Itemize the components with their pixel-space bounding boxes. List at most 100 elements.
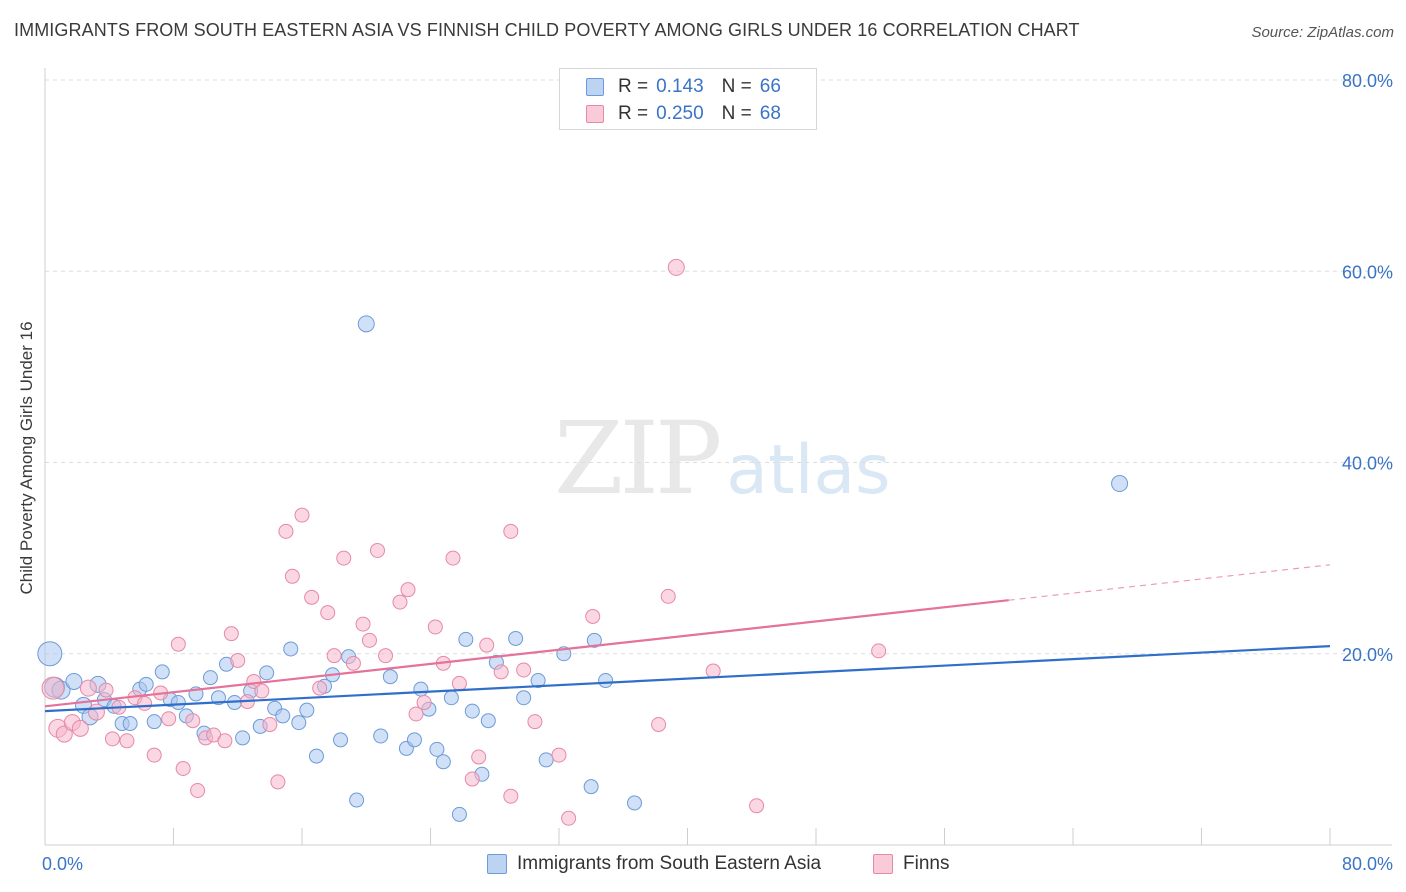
point-finns bbox=[79, 679, 97, 697]
point-finns bbox=[190, 782, 206, 798]
point-finns bbox=[137, 695, 153, 711]
point-finns bbox=[503, 788, 519, 804]
point-immigrants bbox=[583, 779, 599, 795]
point-immigrants bbox=[458, 631, 474, 647]
point-finns bbox=[345, 655, 361, 671]
point-finns bbox=[312, 680, 328, 696]
point-immigrants bbox=[154, 664, 170, 680]
point-finns bbox=[451, 675, 467, 691]
point-immigrants bbox=[429, 741, 445, 757]
point-immigrants bbox=[275, 708, 291, 724]
point-immigrants bbox=[598, 673, 614, 689]
point-finns bbox=[471, 749, 487, 765]
legend-n-value: 68 bbox=[759, 103, 781, 124]
point-immigrants bbox=[37, 641, 63, 667]
point-finns bbox=[479, 637, 495, 653]
legend-swatch-pink bbox=[586, 105, 604, 123]
legend-row-finns: R = 0.250 N = 68 bbox=[586, 101, 781, 127]
point-immigrants bbox=[235, 730, 251, 746]
tick-labels: 20.0% 40.0% 60.0% 80.0% 0.0% 80.0% bbox=[42, 71, 1393, 874]
trend-line-finns bbox=[44, 599, 1009, 708]
point-finns bbox=[161, 711, 177, 727]
point-finns bbox=[503, 523, 519, 539]
point-finns bbox=[146, 747, 162, 763]
bottom-legend-finns: Finns bbox=[873, 852, 949, 876]
y-tick-label: 20.0% bbox=[1342, 645, 1393, 665]
trend-line-immigrants bbox=[44, 645, 1331, 713]
point-finns bbox=[561, 810, 577, 826]
point-immigrants bbox=[333, 732, 349, 748]
point-finns bbox=[294, 507, 310, 523]
legend-r-value: 0.143 bbox=[656, 76, 704, 97]
point-immigrants bbox=[464, 703, 480, 719]
point-immigrants bbox=[382, 669, 398, 685]
point-immigrants bbox=[170, 695, 186, 711]
point-finns bbox=[336, 550, 352, 566]
legend-r-label: R = bbox=[618, 76, 649, 97]
point-finns bbox=[254, 683, 270, 699]
point-finns bbox=[284, 568, 300, 584]
bottom-legend-swatch-blue bbox=[487, 854, 507, 874]
point-finns bbox=[217, 733, 233, 749]
legend-row-immigrants: R = 0.143 N = 66 bbox=[586, 74, 781, 100]
bottom-legend-label-finns: Finns bbox=[903, 853, 950, 874]
point-finns bbox=[369, 542, 385, 558]
grid-lines bbox=[45, 79, 1392, 655]
point-immigrants bbox=[538, 752, 554, 768]
point-finns bbox=[551, 747, 567, 763]
point-immigrants bbox=[202, 670, 218, 686]
point-finns bbox=[392, 594, 408, 610]
point-finns bbox=[262, 717, 278, 733]
point-immigrants bbox=[508, 630, 524, 646]
point-immigrants bbox=[283, 641, 299, 657]
point-finns bbox=[270, 774, 286, 790]
point-immigrants bbox=[435, 754, 451, 770]
point-finns bbox=[278, 523, 294, 539]
point-finns bbox=[185, 713, 201, 729]
legend-r-value: 0.250 bbox=[656, 103, 704, 124]
point-immigrants bbox=[406, 732, 422, 748]
trend-lines bbox=[44, 564, 1331, 713]
point-immigrants bbox=[259, 665, 275, 681]
source-credit: Source: ZipAtlas.com bbox=[1251, 24, 1394, 41]
point-finns bbox=[749, 798, 765, 814]
bottom-legend-immigrants: Immigrants from South Eastern Asia bbox=[487, 852, 821, 876]
point-immigrants bbox=[480, 713, 496, 729]
point-finns bbox=[585, 608, 601, 624]
point-immigrants bbox=[451, 806, 467, 822]
axes bbox=[44, 68, 1392, 846]
legend-r-label: R = bbox=[618, 103, 649, 124]
point-finns bbox=[230, 652, 246, 668]
bottom-legend-swatch-pink bbox=[873, 854, 893, 874]
point-finns bbox=[400, 582, 416, 598]
point-finns bbox=[871, 643, 887, 659]
point-immigrants bbox=[146, 714, 162, 730]
bottom-legend-label-immigrants: Immigrants from South Eastern Asia bbox=[517, 853, 822, 874]
point-finns bbox=[87, 703, 105, 721]
legend-swatch-blue bbox=[586, 78, 604, 96]
point-immigrants bbox=[65, 672, 83, 690]
point-finns bbox=[320, 605, 336, 621]
point-finns bbox=[326, 648, 342, 664]
trend-line-finns-extension bbox=[1008, 564, 1331, 601]
y-tick-label: 80.0% bbox=[1342, 71, 1393, 91]
point-finns bbox=[119, 733, 135, 749]
watermark-atlas: atlas bbox=[726, 431, 891, 510]
point-immigrants bbox=[357, 315, 375, 333]
point-immigrants bbox=[443, 690, 459, 706]
point-finns bbox=[170, 636, 186, 652]
series-finns-points bbox=[41, 258, 887, 826]
point-finns bbox=[705, 663, 721, 679]
point-immigrants bbox=[530, 673, 546, 689]
point-finns bbox=[427, 619, 443, 635]
point-immigrants bbox=[122, 716, 138, 732]
legend-n-value: 66 bbox=[759, 76, 781, 97]
chart-title: IMMIGRANTS FROM SOUTH EASTERN ASIA VS FI… bbox=[14, 20, 1080, 40]
point-finns bbox=[378, 648, 394, 664]
point-immigrants bbox=[299, 702, 315, 718]
point-immigrants bbox=[373, 728, 389, 744]
point-finns bbox=[416, 695, 432, 711]
point-immigrants bbox=[626, 795, 642, 811]
point-immigrants bbox=[138, 676, 154, 692]
